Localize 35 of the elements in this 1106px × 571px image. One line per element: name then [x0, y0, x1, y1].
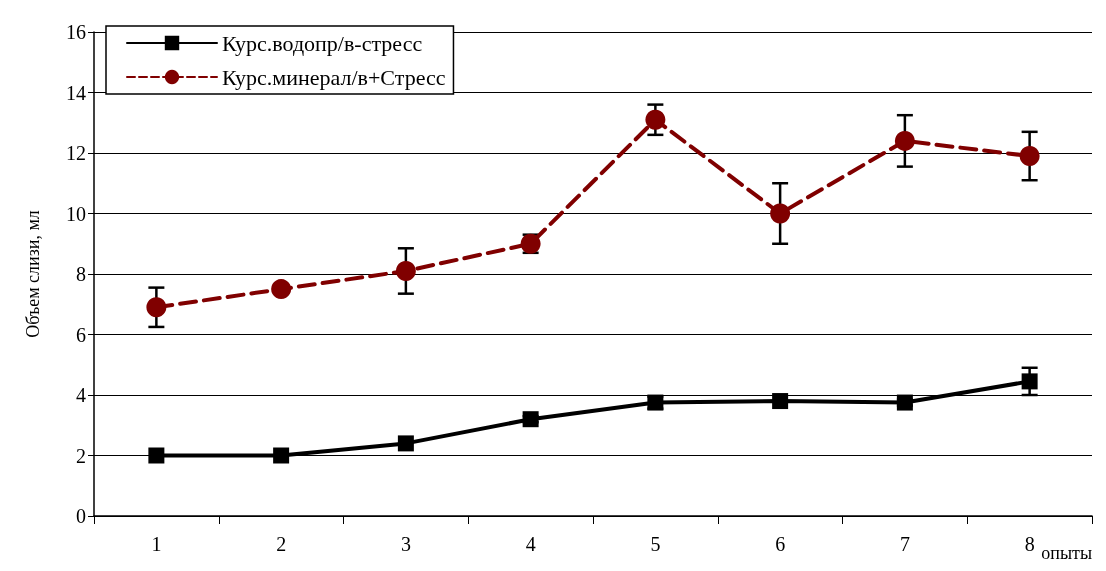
x-axis-title: опыты — [1041, 543, 1092, 563]
x-tick-label: 1 — [151, 533, 162, 555]
x-tick-label: 4 — [525, 533, 536, 555]
legend-label: Курс.минерал/в+Стресс — [222, 64, 446, 90]
y-tick-label: 12 — [66, 142, 86, 164]
x-tick-label: 2 — [276, 533, 287, 555]
point — [894, 130, 915, 151]
point — [397, 435, 414, 452]
y-axis-title: Объем слизи, мл — [23, 210, 43, 338]
x-tick-label: 7 — [899, 533, 910, 555]
x-tick-label: 3 — [400, 533, 411, 555]
y-tick-label: 4 — [76, 384, 86, 406]
point — [148, 447, 165, 464]
x-tick-label: 6 — [775, 533, 786, 555]
point — [522, 411, 539, 428]
point — [1021, 373, 1038, 390]
point — [770, 203, 791, 224]
point — [1019, 146, 1040, 167]
legend-label: Курс.водопр/в-стресс — [222, 30, 423, 56]
point — [395, 260, 416, 281]
y-tick-label: 6 — [76, 323, 86, 346]
y-tick-label: 14 — [66, 81, 86, 104]
point — [273, 447, 290, 464]
y-tick-label: 8 — [76, 263, 86, 285]
y-tick-label: 10 — [66, 202, 86, 225]
y-tick-label: 16 — [66, 21, 86, 43]
x-tick-label: 5 — [650, 533, 661, 555]
point — [271, 279, 292, 300]
point — [146, 297, 167, 318]
point — [645, 109, 666, 130]
point — [647, 394, 664, 411]
y-tick-label: 2 — [76, 444, 86, 467]
y-tick-label: 0 — [76, 505, 86, 527]
point — [772, 393, 789, 410]
x-tick-label: 8 — [1024, 533, 1035, 555]
